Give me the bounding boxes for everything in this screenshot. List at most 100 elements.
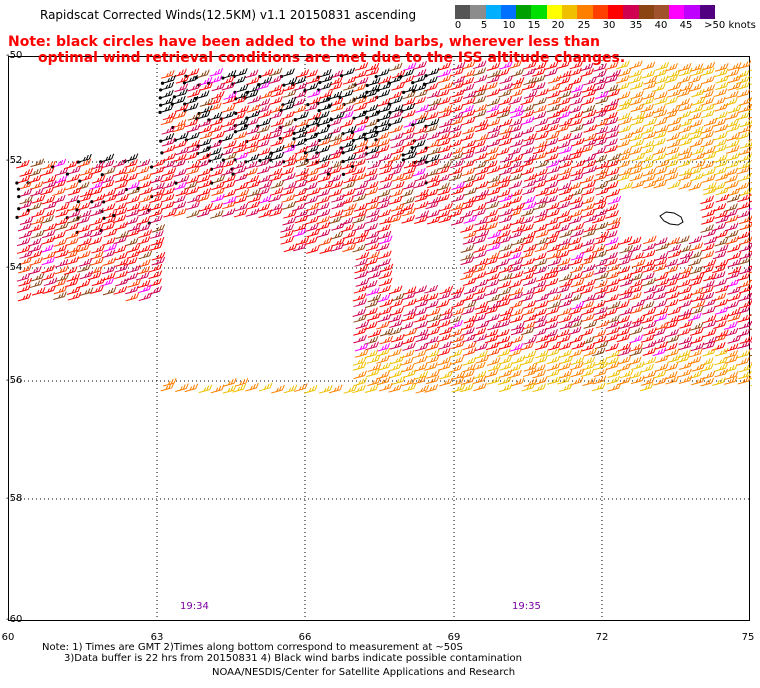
wind-barb [390, 355, 405, 365]
wind-barb [520, 215, 534, 225]
wind-barb [247, 84, 261, 93]
wind-barb [283, 76, 298, 86]
wind-barb [653, 109, 668, 119]
wind-barb [736, 328, 751, 338]
wind-barb [714, 159, 728, 169]
wind-barb [664, 264, 679, 274]
wind-barb [616, 139, 631, 148]
wind-barb [103, 243, 118, 252]
wind-barb [583, 320, 598, 329]
wind-barb [377, 313, 392, 323]
wind-barb [487, 376, 501, 385]
wind-barb [172, 201, 187, 210]
wind-barb [496, 293, 511, 303]
wind-barb [160, 382, 175, 392]
wind-barb [523, 90, 538, 99]
wind-barb [292, 138, 307, 147]
wind-barb [307, 117, 322, 127]
wind-barb [435, 166, 450, 175]
wind-barb [580, 270, 595, 280]
colorbar-label: 45 [679, 20, 693, 31]
wind-barb [558, 369, 573, 379]
wind-barb [450, 193, 465, 203]
wind-barb [391, 208, 406, 217]
wind-barb [605, 130, 619, 140]
wind-barb [462, 347, 477, 357]
wind-barb [593, 137, 608, 147]
wind-barb [581, 117, 596, 126]
wind-barb [555, 249, 570, 259]
wind-barb [654, 96, 669, 106]
wind-barb [581, 104, 596, 114]
wind-barb [355, 117, 370, 126]
wind-barb [257, 132, 272, 142]
wind-barb [425, 200, 440, 210]
wind-barb [559, 291, 574, 301]
wind-barb [450, 116, 464, 126]
wind-barb [460, 252, 474, 261]
wind-barb [520, 236, 535, 246]
wind-barb [364, 88, 378, 98]
wind-barb [31, 229, 45, 239]
wind-barb [678, 292, 693, 302]
wind-barb [412, 74, 427, 84]
wind-barb [364, 126, 378, 135]
wind-barb [691, 376, 705, 386]
wind-barb [376, 355, 390, 364]
wind-barb [700, 357, 714, 366]
wind-barb [556, 104, 570, 114]
wind-barb [461, 116, 476, 126]
wind-barb [725, 68, 740, 78]
wind-barb [414, 132, 428, 142]
wind-barb [390, 139, 405, 149]
wind-barb [18, 277, 32, 287]
wind-barb [641, 314, 655, 324]
wind-barb [16, 245, 31, 254]
lat-label: -50 [6, 50, 23, 61]
wind-barb [30, 272, 45, 282]
wind-barb [497, 132, 511, 141]
wind-barb [340, 139, 355, 149]
wind-barb [712, 250, 727, 260]
wind-barb [642, 167, 657, 177]
wind-barb [160, 132, 175, 142]
wind-barb [571, 146, 585, 156]
wind-barb [461, 96, 476, 106]
wind-barb [41, 235, 56, 245]
wind-barb [67, 186, 82, 196]
wind-barb [520, 341, 534, 351]
wind-barb [568, 314, 583, 324]
wind-barb [113, 202, 127, 211]
wind-barb [664, 285, 679, 295]
colorbar-swatch [669, 5, 685, 19]
colorbar-label: 5 [480, 20, 488, 31]
wind-barb [17, 222, 32, 232]
wind-barb [629, 326, 644, 336]
wind-barb [630, 265, 644, 275]
wind-barb [340, 209, 354, 218]
wind-barb [569, 209, 583, 218]
wind-barb [604, 116, 619, 126]
wind-barb [629, 279, 644, 288]
wind-barb [462, 236, 477, 245]
wind-barb [55, 249, 69, 259]
wind-barb [678, 180, 692, 190]
wind-barb [691, 96, 706, 106]
wind-barb [687, 74, 702, 84]
wind-barb [316, 110, 330, 120]
wind-barb [78, 153, 92, 163]
wind-barb [713, 138, 727, 148]
wind-barb [365, 62, 380, 72]
wind-barb [198, 76, 213, 86]
wind-barb [712, 292, 727, 302]
wind-barb [520, 326, 535, 336]
wind-barb [677, 63, 692, 72]
wind-barb [593, 154, 608, 163]
wind-barb [460, 132, 474, 142]
wind-barb [283, 89, 297, 98]
wind-barb [295, 69, 310, 78]
wind-barb [123, 165, 138, 175]
wind-barb [126, 244, 141, 253]
wind-barb [534, 140, 548, 149]
wind-barb [689, 138, 704, 148]
